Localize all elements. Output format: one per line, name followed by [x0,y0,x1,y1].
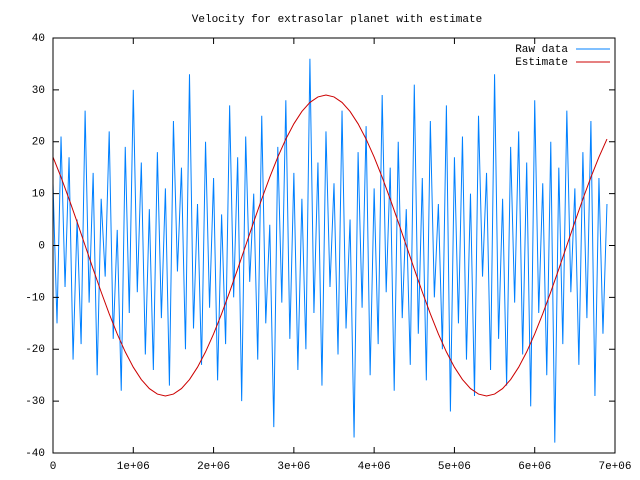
x-tick-label: 7e+06 [598,461,631,473]
x-tick-label: 3e+06 [277,461,310,473]
y-tick-label: 10 [32,189,45,201]
y-tick-label: -20 [25,344,45,356]
x-tick-label: 4e+06 [358,461,391,473]
legend-label: Raw data [515,44,568,56]
plot-border [52,37,616,454]
y-tick-label: -40 [25,448,45,460]
legend-label: Estimate [515,57,568,69]
x-tick-label: 5e+06 [438,461,471,473]
y-tick-label: 40 [32,33,45,45]
y-tick-label: -30 [25,396,45,408]
y-tick-label: 30 [32,85,45,97]
x-tick-label: 1e+06 [117,461,150,473]
chart-title: Velocity for extrasolar planet with esti… [192,14,482,26]
x-tick-label: 6e+06 [518,461,551,473]
x-tick-label: 0 [50,461,57,473]
series-line [52,94,608,397]
y-tick-label: -10 [25,292,45,304]
y-tick-label: 20 [32,137,45,149]
series-line [52,58,608,443]
y-tick-label: 0 [38,240,45,252]
x-tick-label: 2e+06 [197,461,230,473]
